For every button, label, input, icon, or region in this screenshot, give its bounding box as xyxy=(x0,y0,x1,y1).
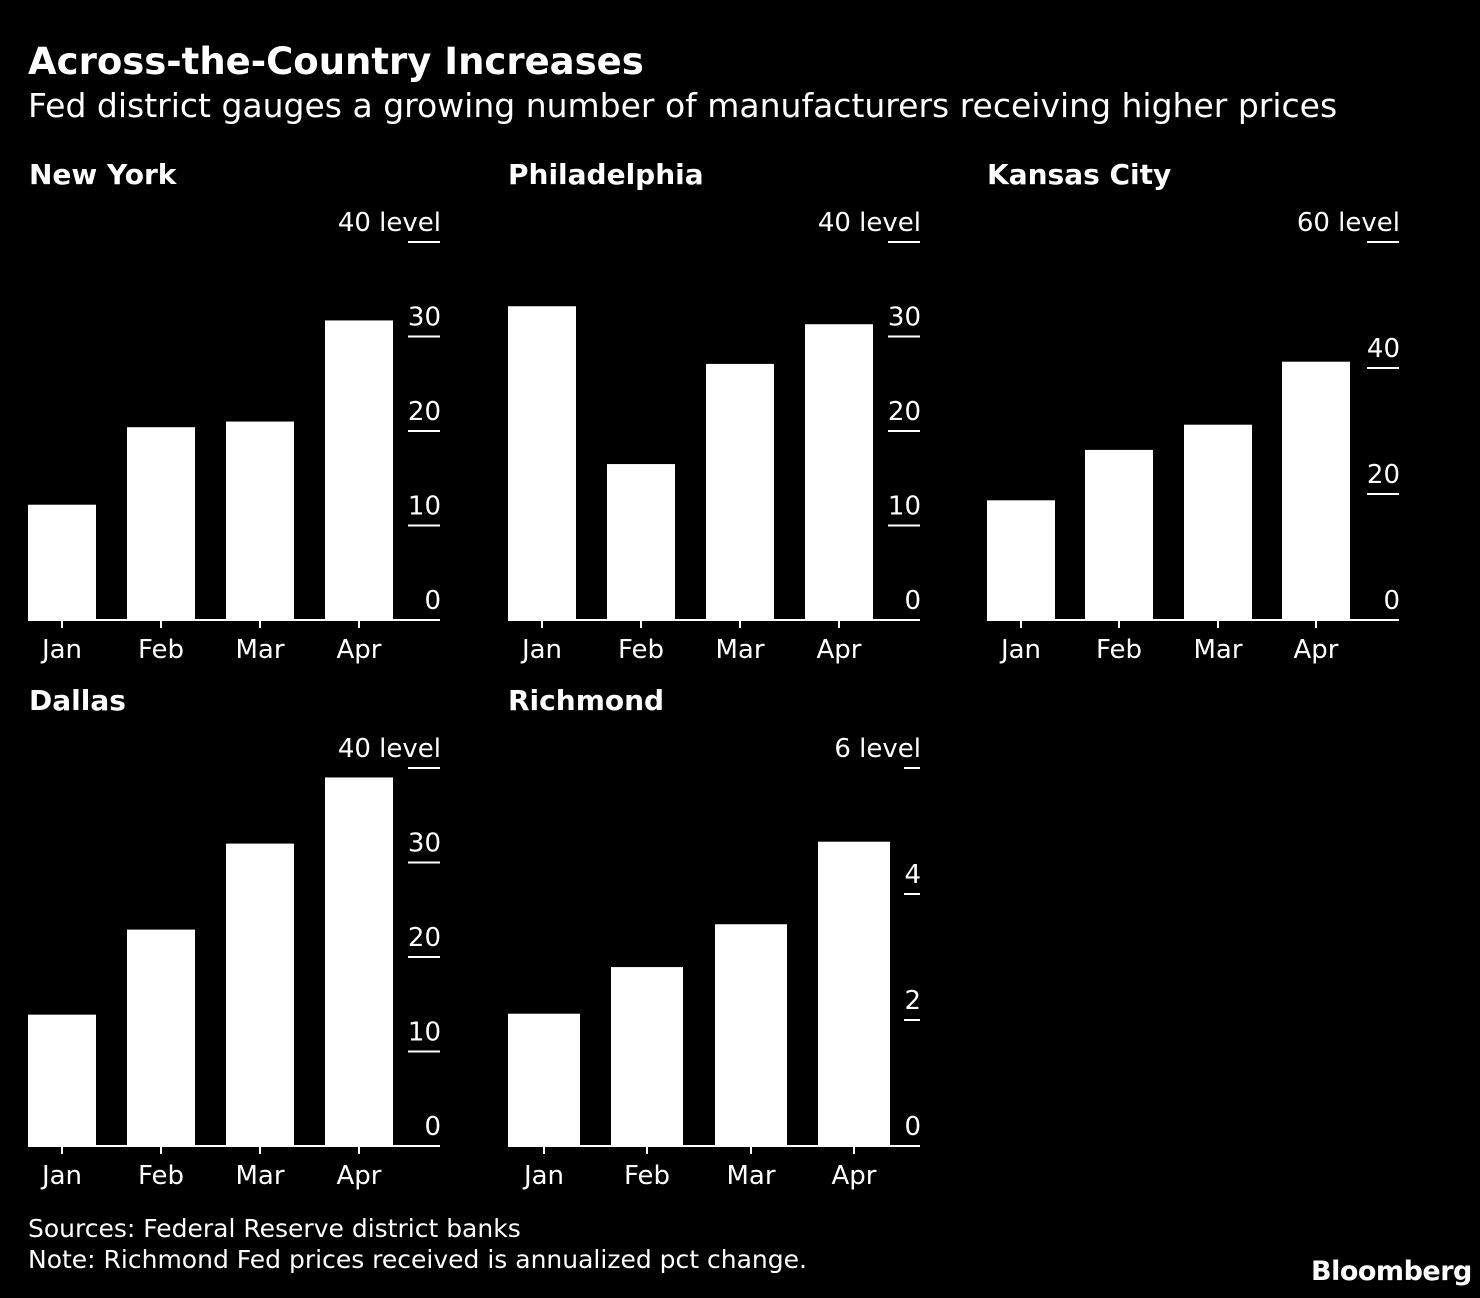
philadelphia-x-tick-label: Jan xyxy=(520,635,562,665)
new-york-y-tick-label: 0 xyxy=(424,586,441,616)
panel-title-dallas: Dallas xyxy=(29,684,126,717)
new-york-y-tick-label: 40 level xyxy=(338,208,441,238)
panel-title-new-york: New York xyxy=(29,158,177,191)
new-york-y-tick-label: 30 xyxy=(408,303,441,333)
dallas-bar-apr xyxy=(325,777,393,1146)
richmond-y-tick-label: 6 level xyxy=(834,734,921,764)
philadelphia-y-tick-label: 40 level xyxy=(818,208,921,238)
dallas-x-tick-label: Mar xyxy=(235,1161,284,1191)
philadelphia-y-tick-label: 0 xyxy=(904,586,921,616)
kansas-city-y-tick-label: 60 level xyxy=(1297,208,1400,238)
kansas-city-bar-feb xyxy=(1085,449,1153,620)
new-york-bar-apr xyxy=(325,320,393,620)
kansas-city-x-tick-label: Mar xyxy=(1193,635,1242,665)
chart-subtitle: Fed district gauges a growing number of … xyxy=(28,86,1338,125)
richmond-bar-jan xyxy=(508,1013,580,1146)
new-york-y-tick-label: 10 xyxy=(408,492,441,522)
dallas-x-tick-label: Feb xyxy=(138,1161,184,1191)
kansas-city-bar-jan xyxy=(987,500,1055,620)
bloomberg-logo: Bloomberg xyxy=(1311,1256,1472,1287)
richmond-x-tick-label: Jan xyxy=(522,1161,564,1191)
philadelphia-x-tick-label: Apr xyxy=(817,635,862,665)
dallas-bar-jan xyxy=(28,1014,96,1146)
panel-title-kansas-city: Kansas City xyxy=(987,158,1172,191)
new-york-y-tick-label: 20 xyxy=(408,397,441,427)
new-york-bar-chart: 0 10 20 30 40 level Jan Feb Mar Apr xyxy=(28,208,441,665)
new-york-x-tick-label: Feb xyxy=(138,635,184,665)
new-york-bar-mar xyxy=(226,421,294,620)
dallas-y-tick-label: 10 xyxy=(408,1018,441,1048)
dallas-y-tick-label: 30 xyxy=(408,829,441,859)
philadelphia-bar-mar xyxy=(706,363,774,620)
philadelphia-x-tick-label: Feb xyxy=(618,635,664,665)
sources-note: Sources: Federal Reserve district banks xyxy=(28,1214,521,1243)
philadelphia-bar-chart: 0 10 20 30 40 level Jan Feb Mar Apr xyxy=(508,208,921,665)
footnote: Note: Richmond Fed prices received is an… xyxy=(28,1245,807,1274)
kansas-city-x-tick-label: Apr xyxy=(1294,635,1339,665)
kansas-city-x-tick-label: Feb xyxy=(1096,635,1142,665)
dallas-x-tick-label: Jan xyxy=(40,1161,82,1191)
kansas-city-y-tick-label: 40 xyxy=(1367,334,1400,364)
kansas-city-x-tick-label: Jan xyxy=(999,635,1041,665)
richmond-y-tick-label: 0 xyxy=(904,1112,921,1142)
new-york-x-tick-label: Apr xyxy=(337,635,382,665)
philadelphia-bar-feb xyxy=(607,464,675,620)
dallas-bar-feb xyxy=(127,929,195,1146)
richmond-bar-mar xyxy=(715,924,787,1146)
philadelphia-bar-jan xyxy=(508,306,576,620)
kansas-city-y-tick-label: 0 xyxy=(1383,586,1400,616)
philadelphia-x-tick-label: Mar xyxy=(715,635,764,665)
philadelphia-y-tick-label: 10 xyxy=(888,492,921,522)
dallas-y-tick-label: 0 xyxy=(424,1112,441,1142)
richmond-x-tick-label: Apr xyxy=(832,1161,877,1191)
chart-title: Across-the-Country Increases xyxy=(28,40,644,83)
kansas-city-y-tick-label: 20 xyxy=(1367,460,1400,490)
kansas-city-bar-chart: 0 20 40 60 level Jan Feb Mar Apr xyxy=(987,208,1400,665)
kansas-city-bar-apr xyxy=(1282,361,1350,620)
richmond-x-tick-label: Feb xyxy=(624,1161,670,1191)
philadelphia-y-tick-label: 30 xyxy=(888,303,921,333)
dallas-x-tick-label: Apr xyxy=(337,1161,382,1191)
dallas-bar-chart: 0 10 20 30 40 level Jan Feb Mar Apr xyxy=(28,734,441,1191)
richmond-y-tick-label: 2 xyxy=(904,986,921,1016)
richmond-bar-apr xyxy=(818,841,890,1146)
dallas-y-tick-label: 40 level xyxy=(338,734,441,764)
new-york-bar-jan xyxy=(28,504,96,620)
dallas-y-tick-label: 20 xyxy=(408,923,441,953)
new-york-x-tick-label: Jan xyxy=(40,635,82,665)
new-york-bar-feb xyxy=(127,427,195,620)
new-york-x-tick-label: Mar xyxy=(235,635,284,665)
richmond-bar-chart: 0 2 4 6 level Jan Feb Mar Apr xyxy=(508,734,921,1191)
panel-title-philadelphia: Philadelphia xyxy=(508,158,704,191)
kansas-city-bar-mar xyxy=(1184,424,1252,620)
dallas-bar-mar xyxy=(226,843,294,1146)
richmond-bar-feb xyxy=(611,967,683,1146)
philadelphia-y-tick-label: 20 xyxy=(888,397,921,427)
philadelphia-bar-apr xyxy=(805,324,873,620)
richmond-y-tick-label: 4 xyxy=(904,860,921,890)
panel-title-richmond: Richmond xyxy=(508,684,665,717)
richmond-x-tick-label: Mar xyxy=(726,1161,775,1191)
